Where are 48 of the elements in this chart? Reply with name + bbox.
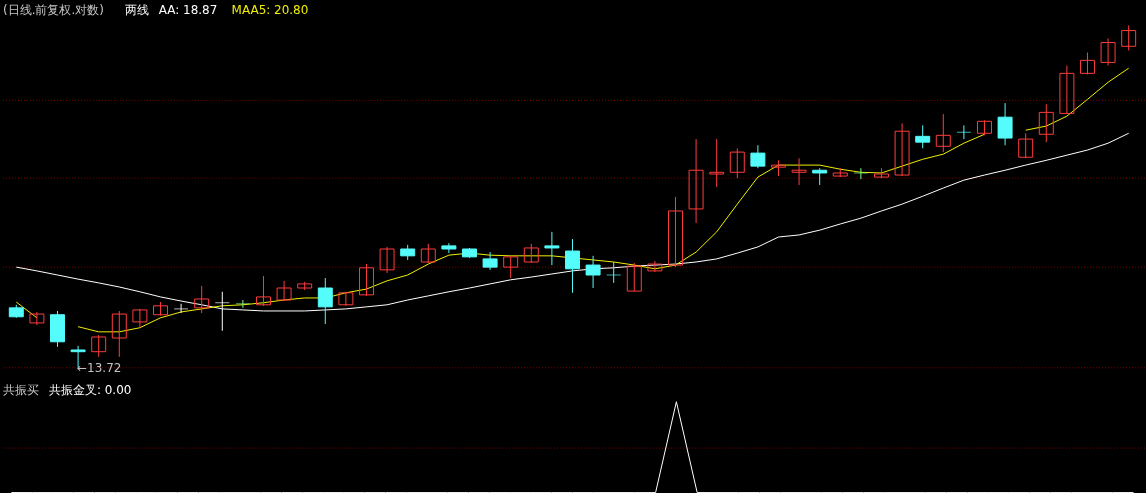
candlestick: [956, 124, 971, 140]
chart-title: (日线.前复权.对数): [2, 3, 104, 18]
candlestick: [626, 262, 642, 292]
candlestick: [750, 144, 766, 169]
candlestick: [174, 303, 189, 314]
candlestick: [1121, 24, 1137, 51]
text: 共振金叉: 0.00: [48, 382, 132, 397]
chart-title: 共振买: [2, 382, 39, 397]
candlestick: [1079, 51, 1095, 75]
candlestick: [111, 310, 127, 358]
candlestick: [729, 147, 745, 179]
candlestick: [853, 167, 868, 180]
candlestick: [317, 277, 333, 325]
candlestick: [791, 157, 807, 186]
candlestick: [420, 243, 436, 264]
candlestick: [132, 308, 148, 329]
candlestick: [1100, 37, 1116, 66]
candlestick: [585, 255, 601, 289]
candlestick: [565, 238, 580, 294]
text: AA: 18.87: [158, 3, 218, 18]
text: MAA5: 20.80: [231, 3, 309, 18]
annotation: ←13.72: [77, 360, 122, 375]
candlestick: [338, 291, 354, 307]
candlestick: [194, 285, 210, 314]
candlestick: [359, 263, 374, 297]
candlestick: [1038, 103, 1054, 143]
candlestick: [668, 196, 683, 268]
candlestick: [1018, 132, 1034, 159]
chart-subtitle: 两线: [124, 3, 149, 18]
candlestick: [503, 256, 519, 279]
candlestick: [915, 124, 931, 149]
candlestick: [441, 242, 457, 254]
candlestick: [91, 334, 107, 358]
candlestick: [379, 246, 395, 274]
candlestick: [544, 231, 560, 266]
candlestick: [256, 275, 271, 307]
candlestick: [523, 243, 539, 264]
candlestick: [29, 311, 45, 326]
candlestick: [709, 138, 725, 188]
candlestick: [276, 280, 292, 302]
candlestick: [688, 138, 704, 224]
candlestick: [935, 113, 951, 153]
candlestick: [997, 102, 1013, 146]
candlestick: [647, 260, 663, 273]
candlestick: [235, 299, 250, 309]
candlestick: [1059, 64, 1075, 115]
candlestick: [894, 122, 910, 177]
candlestick: [606, 261, 621, 284]
